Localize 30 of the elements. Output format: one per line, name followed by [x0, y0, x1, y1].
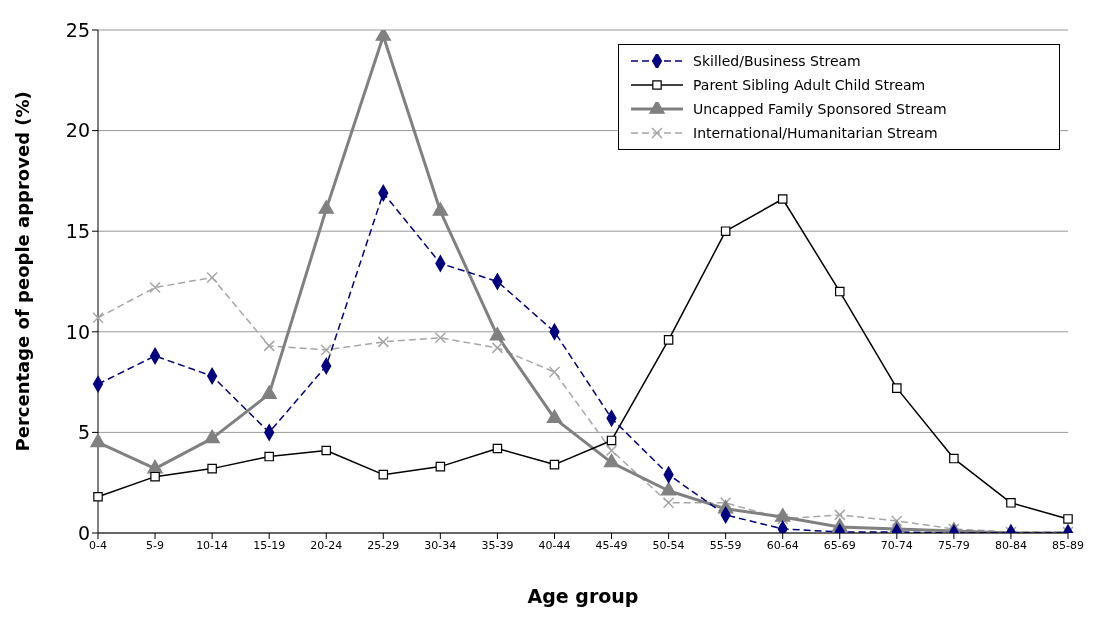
- x-tick-label: 25-29: [367, 538, 400, 552]
- x-tick-label: 5-9: [146, 538, 165, 552]
- x-tick-label: 65-69: [823, 538, 856, 552]
- y-axis-title: Percentage of people approved (%): [12, 91, 34, 452]
- x-tick-label: 50-54: [652, 538, 685, 552]
- y-tick-label: 0: [77, 521, 90, 544]
- x-tick-label: 35-39: [481, 538, 514, 552]
- legend-label: Parent Sibling Adult Child Stream: [693, 77, 926, 93]
- x-tick-label: 70-74: [880, 538, 913, 552]
- y-tick-label: 5: [77, 421, 90, 444]
- legend-label: Uncapped Family Sponsored Stream: [693, 101, 947, 117]
- x-tick-label: 85-89: [1052, 538, 1084, 552]
- x-tick-label: 45-49: [595, 538, 628, 552]
- y-tick-label: 25: [65, 18, 90, 41]
- x-tick-label: 80-84: [994, 538, 1027, 552]
- y-tick-label: 15: [65, 219, 90, 242]
- x-tick-label: 10-14: [196, 538, 229, 552]
- y-tick-label: 10: [65, 320, 90, 343]
- x-tick-label: 55-59: [709, 538, 742, 552]
- y-tick-label: 20: [65, 119, 90, 142]
- x-tick-label: 15-19: [253, 538, 286, 552]
- x-tick-label: 40-44: [538, 538, 571, 552]
- x-tick-label: 30-34: [424, 538, 457, 552]
- x-tick-label: 20-24: [310, 538, 343, 552]
- x-tick-label: 60-64: [766, 538, 799, 552]
- x-tick-label: 75-79: [937, 538, 970, 552]
- x-tick-label: 0-4: [89, 538, 107, 552]
- legend-label: International/Humanitarian Stream: [693, 125, 938, 141]
- legend-label: Skilled/Business Stream: [693, 53, 861, 69]
- x-axis-title: Age group: [527, 585, 639, 607]
